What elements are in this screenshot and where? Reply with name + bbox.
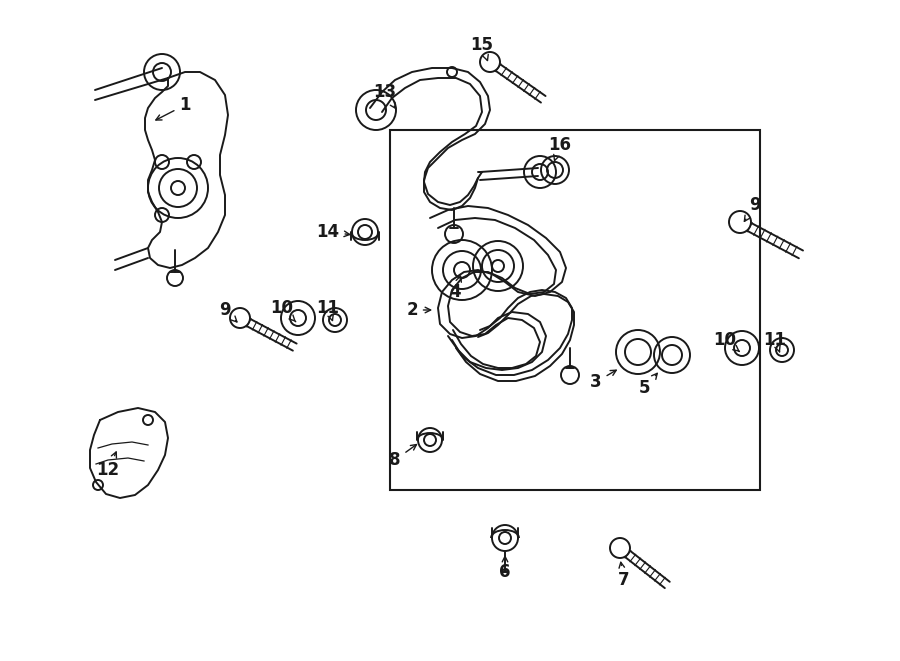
Text: 6: 6 — [500, 557, 511, 581]
Text: 11: 11 — [317, 299, 339, 321]
Text: 3: 3 — [590, 370, 616, 391]
Text: 2: 2 — [406, 301, 431, 319]
Text: 16: 16 — [548, 136, 572, 161]
Text: 15: 15 — [471, 36, 493, 61]
Text: 8: 8 — [389, 445, 417, 469]
Text: 11: 11 — [763, 331, 787, 352]
Text: 12: 12 — [96, 452, 120, 479]
Text: 14: 14 — [317, 223, 350, 241]
Text: 5: 5 — [639, 373, 657, 397]
Text: 10: 10 — [271, 299, 296, 322]
Text: 7: 7 — [618, 563, 630, 589]
Text: 9: 9 — [220, 301, 237, 322]
Text: 1: 1 — [156, 96, 191, 120]
Text: 4: 4 — [449, 276, 462, 301]
Bar — [390, 130, 760, 490]
Text: 9: 9 — [744, 196, 760, 221]
Text: 13: 13 — [374, 83, 397, 108]
Text: 10: 10 — [714, 331, 740, 352]
